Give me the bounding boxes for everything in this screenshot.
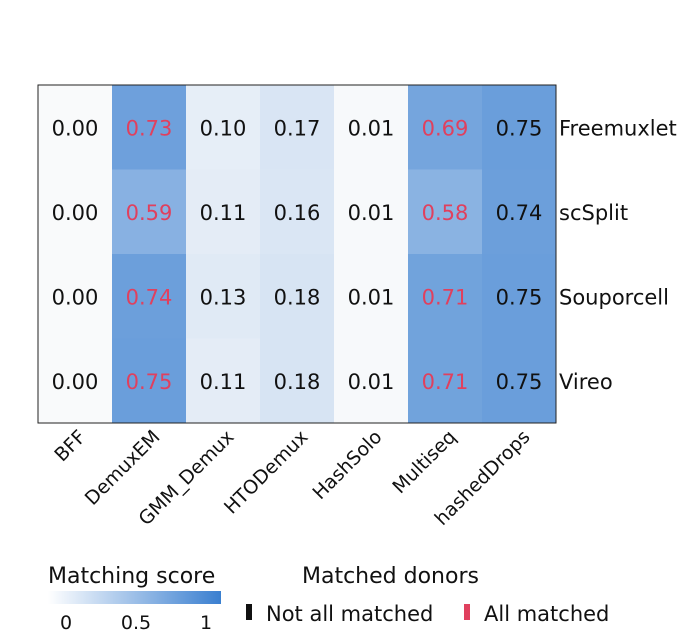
heatmap-cell xyxy=(260,85,335,170)
heatmap-cell xyxy=(38,169,113,255)
heatmap-cell xyxy=(112,85,187,170)
cell-value-label: 0.74 xyxy=(126,285,173,309)
heatmap-cell xyxy=(112,338,187,424)
colorbar-legend: Matching score 0 0.5 1 xyxy=(48,564,221,634)
row-label: Vireo xyxy=(559,370,613,394)
cell-value-label: 0.16 xyxy=(274,201,321,225)
cell-value-label: 0.18 xyxy=(274,370,321,394)
matched-donors-items: Not all matched All matched xyxy=(246,602,609,626)
matched-donors-title: Matched donors xyxy=(302,564,479,589)
row-label: Freemuxlet xyxy=(559,116,677,140)
column-label: HashSolo xyxy=(308,426,386,504)
cell-value-label: 0.73 xyxy=(126,116,173,140)
heatmap-cell xyxy=(334,85,409,170)
cell-value-label: 0.00 xyxy=(52,285,99,309)
matched-donors-legend: Matched donors Not all matched All matche… xyxy=(246,564,609,626)
colorbar-tick-label: 1 xyxy=(200,612,212,634)
colorbar-title: Matching score xyxy=(48,564,215,589)
colorbar-tick-label: 0 xyxy=(60,612,72,634)
cell-value-label: 0.75 xyxy=(496,370,543,394)
heatmap-cell xyxy=(186,85,261,170)
heatmap-cell xyxy=(260,338,335,424)
cell-value-label: 0.01 xyxy=(348,285,395,309)
column-label: BFF xyxy=(50,426,90,466)
cell-value-label: 0.69 xyxy=(422,116,469,140)
heatmap-cell xyxy=(112,169,187,255)
cell-value-label: 0.59 xyxy=(126,201,173,225)
heatmap-cell xyxy=(334,338,409,424)
cell-value-label: 0.75 xyxy=(496,116,543,140)
heatmap-cell xyxy=(38,254,113,339)
heatmap-cell xyxy=(482,338,557,424)
colorbar-ticks: 0 0.5 1 xyxy=(60,612,212,634)
legend-swatch xyxy=(464,604,470,620)
cell-value-label: 0.00 xyxy=(52,116,99,140)
heatmap-cell xyxy=(408,254,483,339)
heatmap-cells xyxy=(38,85,557,424)
heatmap-cell xyxy=(408,85,483,170)
cell-labels: 0.00 0.73 0.10 0.17 0.01 0.69 0.75 0.00 0.59 0.11… xyxy=(52,116,543,394)
cell-value-label: 0.01 xyxy=(348,370,395,394)
heatmap-cell xyxy=(482,169,557,255)
colorbar-gradient xyxy=(48,591,221,604)
heatmap-cell xyxy=(334,254,409,339)
heatmap-cell xyxy=(112,254,187,339)
cell-value-label: 0.10 xyxy=(200,116,247,140)
cell-value-label: 0.00 xyxy=(52,370,99,394)
row-labels: Freemuxlet scSplit Souporcell Vireo xyxy=(559,116,677,394)
cell-value-label: 0.58 xyxy=(422,201,469,225)
row-label: Souporcell xyxy=(559,285,669,309)
row-label: scSplit xyxy=(559,201,628,225)
heatmap-cell xyxy=(186,169,261,255)
heatmap-border xyxy=(37,84,557,424)
heatmap-cell xyxy=(38,85,113,170)
legend-item-label: All matched xyxy=(484,602,609,626)
cell-value-label: 0.01 xyxy=(348,201,395,225)
column-label: Multiseq xyxy=(388,426,460,498)
heatmap-cell xyxy=(186,254,261,339)
cell-value-label: 0.11 xyxy=(200,370,247,394)
cell-value-label: 0.71 xyxy=(422,285,469,309)
cell-value-label: 0.01 xyxy=(348,116,395,140)
heatmap-cell xyxy=(334,169,409,255)
legend-item-label: Not all matched xyxy=(266,602,433,626)
cell-value-label: 0.11 xyxy=(200,201,247,225)
cell-value-label: 0.75 xyxy=(126,370,173,394)
cell-value-label: 0.00 xyxy=(52,201,99,225)
cell-value-label: 0.17 xyxy=(274,116,321,140)
cell-value-label: 0.18 xyxy=(274,285,321,309)
heatmap-cell xyxy=(260,254,335,339)
heatmap-cell xyxy=(260,169,335,255)
cell-value-label: 0.13 xyxy=(200,285,247,309)
cell-value-label: 0.74 xyxy=(496,201,543,225)
heatmap-cell xyxy=(186,338,261,424)
heatmap-cell xyxy=(408,338,483,424)
colorbar-tick-label: 0.5 xyxy=(121,612,151,634)
legend-swatch xyxy=(246,604,252,620)
heatmap-cell xyxy=(408,169,483,255)
heatmap-cell xyxy=(482,85,557,170)
heatmap-cell xyxy=(38,338,113,424)
cell-value-label: 0.75 xyxy=(496,285,543,309)
heatmap-cell xyxy=(482,254,557,339)
cell-value-label: 0.71 xyxy=(422,370,469,394)
